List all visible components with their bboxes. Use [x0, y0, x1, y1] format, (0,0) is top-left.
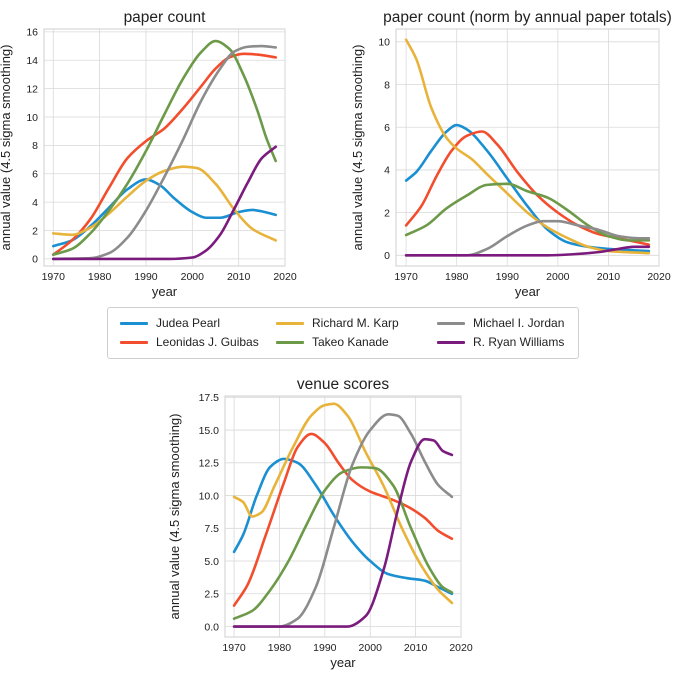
plot-area — [395, 28, 660, 267]
x-tick-label: 1980 — [268, 642, 292, 654]
y-tick-label: 0 — [32, 254, 38, 266]
x-tick-label: 2000 — [181, 271, 205, 283]
legend-swatch — [437, 340, 465, 344]
legend-label: Michael I. Jordan — [473, 316, 565, 330]
series-line-michael-i-jordan — [404, 219, 651, 257]
chart-title: paper count — [124, 9, 207, 26]
series-line-leonidas-j-guibas — [51, 52, 278, 256]
y-axis-label: annual value (4.5 sigma smoothing) — [350, 45, 365, 251]
y-tick-label: 10 — [378, 37, 390, 49]
y-tick-label: 15.0 — [199, 425, 220, 437]
legend: Judea Pearl Leonidas J. Guibas Richard M. … — [107, 307, 579, 359]
y-tick-label: 16 — [26, 27, 38, 39]
y-tick-label: 5.0 — [204, 556, 219, 568]
venue-scores-chart: 1970 1980 1990 2000 2010 2020 0.0 2.5 5.0 7.5 10.0… — [167, 376, 473, 670]
y-tick-label: 8 — [32, 140, 38, 152]
x-axis-label: year — [515, 284, 541, 299]
series-line-richard-m-karp — [232, 402, 454, 605]
y-tick-label: 12.5 — [199, 458, 220, 470]
legend-item: Judea Pearl — [120, 315, 220, 331]
chart-title: venue scores — [297, 376, 389, 393]
y-tick-label: 2.5 — [204, 589, 219, 601]
x-tick-label: 2010 — [404, 642, 428, 654]
y-tick-label: 17.5 — [199, 392, 220, 404]
series-line-michael-i-jordan — [232, 413, 454, 628]
legend-item: R. Ryan Williams — [437, 334, 564, 350]
x-tick-label: 2020 — [647, 271, 671, 283]
y-tick-label: 14 — [26, 55, 38, 67]
y-tick-label: 4 — [32, 197, 38, 209]
y-tick-label: 6 — [384, 122, 390, 134]
series-line-r-ryan-williams — [51, 145, 278, 261]
legend-label: R. Ryan Williams — [473, 335, 565, 349]
y-tick-label: 4 — [384, 165, 390, 177]
y-tick-label: 0 — [384, 250, 390, 262]
x-tick-label: 1980 — [445, 271, 469, 283]
x-tick-label: 1990 — [496, 271, 520, 283]
legend-item: Richard M. Karp — [276, 315, 399, 331]
y-axis-label: annual value (4.5 sigma smoothing) — [0, 45, 13, 251]
chart-title: paper count (norm by annual paper totals… — [383, 9, 672, 26]
y-tick-label: 10.0 — [199, 490, 220, 502]
y-tick-label: 6 — [32, 169, 38, 181]
series-line-takeo-kanade — [51, 39, 278, 256]
x-tick-label: 1990 — [134, 271, 158, 283]
legend-swatch — [437, 321, 465, 325]
y-tick-label: 2 — [384, 207, 390, 219]
series-line-michael-i-jordan — [51, 44, 278, 261]
y-tick-label: 7.5 — [204, 523, 219, 535]
x-axis-label: year — [330, 655, 356, 670]
x-tick-label: 2020 — [449, 642, 473, 654]
y-tick-label: 2 — [32, 225, 38, 237]
series-line-judea-pearl — [232, 457, 454, 596]
series-line-r-ryan-williams — [404, 245, 651, 257]
x-tick-label: 1970 — [394, 271, 418, 283]
legend-label: Leonidas J. Guibas — [156, 335, 259, 349]
legend-label: Richard M. Karp — [312, 316, 399, 330]
series-line-leonidas-j-guibas — [232, 432, 454, 607]
x-tick-label: 2000 — [546, 271, 570, 283]
series-line-takeo-kanade — [404, 182, 651, 242]
x-tick-label: 2010 — [597, 271, 621, 283]
y-tick-label: 12 — [26, 83, 38, 95]
x-tick-label: 2000 — [359, 642, 383, 654]
x-tick-label: 1970 — [222, 642, 246, 654]
x-tick-label: 1990 — [313, 642, 337, 654]
legend-swatch — [276, 340, 304, 344]
series-line-r-ryan-williams — [232, 437, 454, 628]
series-line-judea-pearl — [51, 178, 278, 248]
y-axis-label: annual value (4.5 sigma smoothing) — [167, 414, 182, 620]
legend-item: Leonidas J. Guibas — [120, 334, 259, 350]
x-tick-label: 2020 — [273, 271, 297, 283]
legend-swatch — [120, 340, 148, 344]
y-tick-label: 8 — [384, 79, 390, 91]
x-tick-label: 1970 — [42, 271, 66, 283]
y-tick-label: 0.0 — [204, 621, 219, 633]
y-tick-label: 10 — [26, 112, 38, 124]
x-axis-label: year — [152, 284, 178, 299]
legend-label: Takeo Kanade — [312, 335, 389, 349]
paper-count-normalized-chart: 1970 1980 1990 2000 2010 2020 0 2 4 6 8 10 paper cou… — [350, 9, 672, 299]
legend-item: Takeo Kanade — [276, 334, 389, 350]
legend-label: Judea Pearl — [156, 316, 221, 330]
x-tick-label: 2010 — [227, 271, 251, 283]
legend-item: Michael I. Jordan — [437, 315, 564, 331]
legend-swatch — [276, 321, 304, 325]
legend-swatch — [120, 321, 148, 325]
x-tick-label: 1980 — [88, 271, 112, 283]
paper-count-chart: 1970 1980 1990 2000 2010 2020 0 2 4 6 8 10 12 14 16 pap… — [0, 9, 297, 299]
